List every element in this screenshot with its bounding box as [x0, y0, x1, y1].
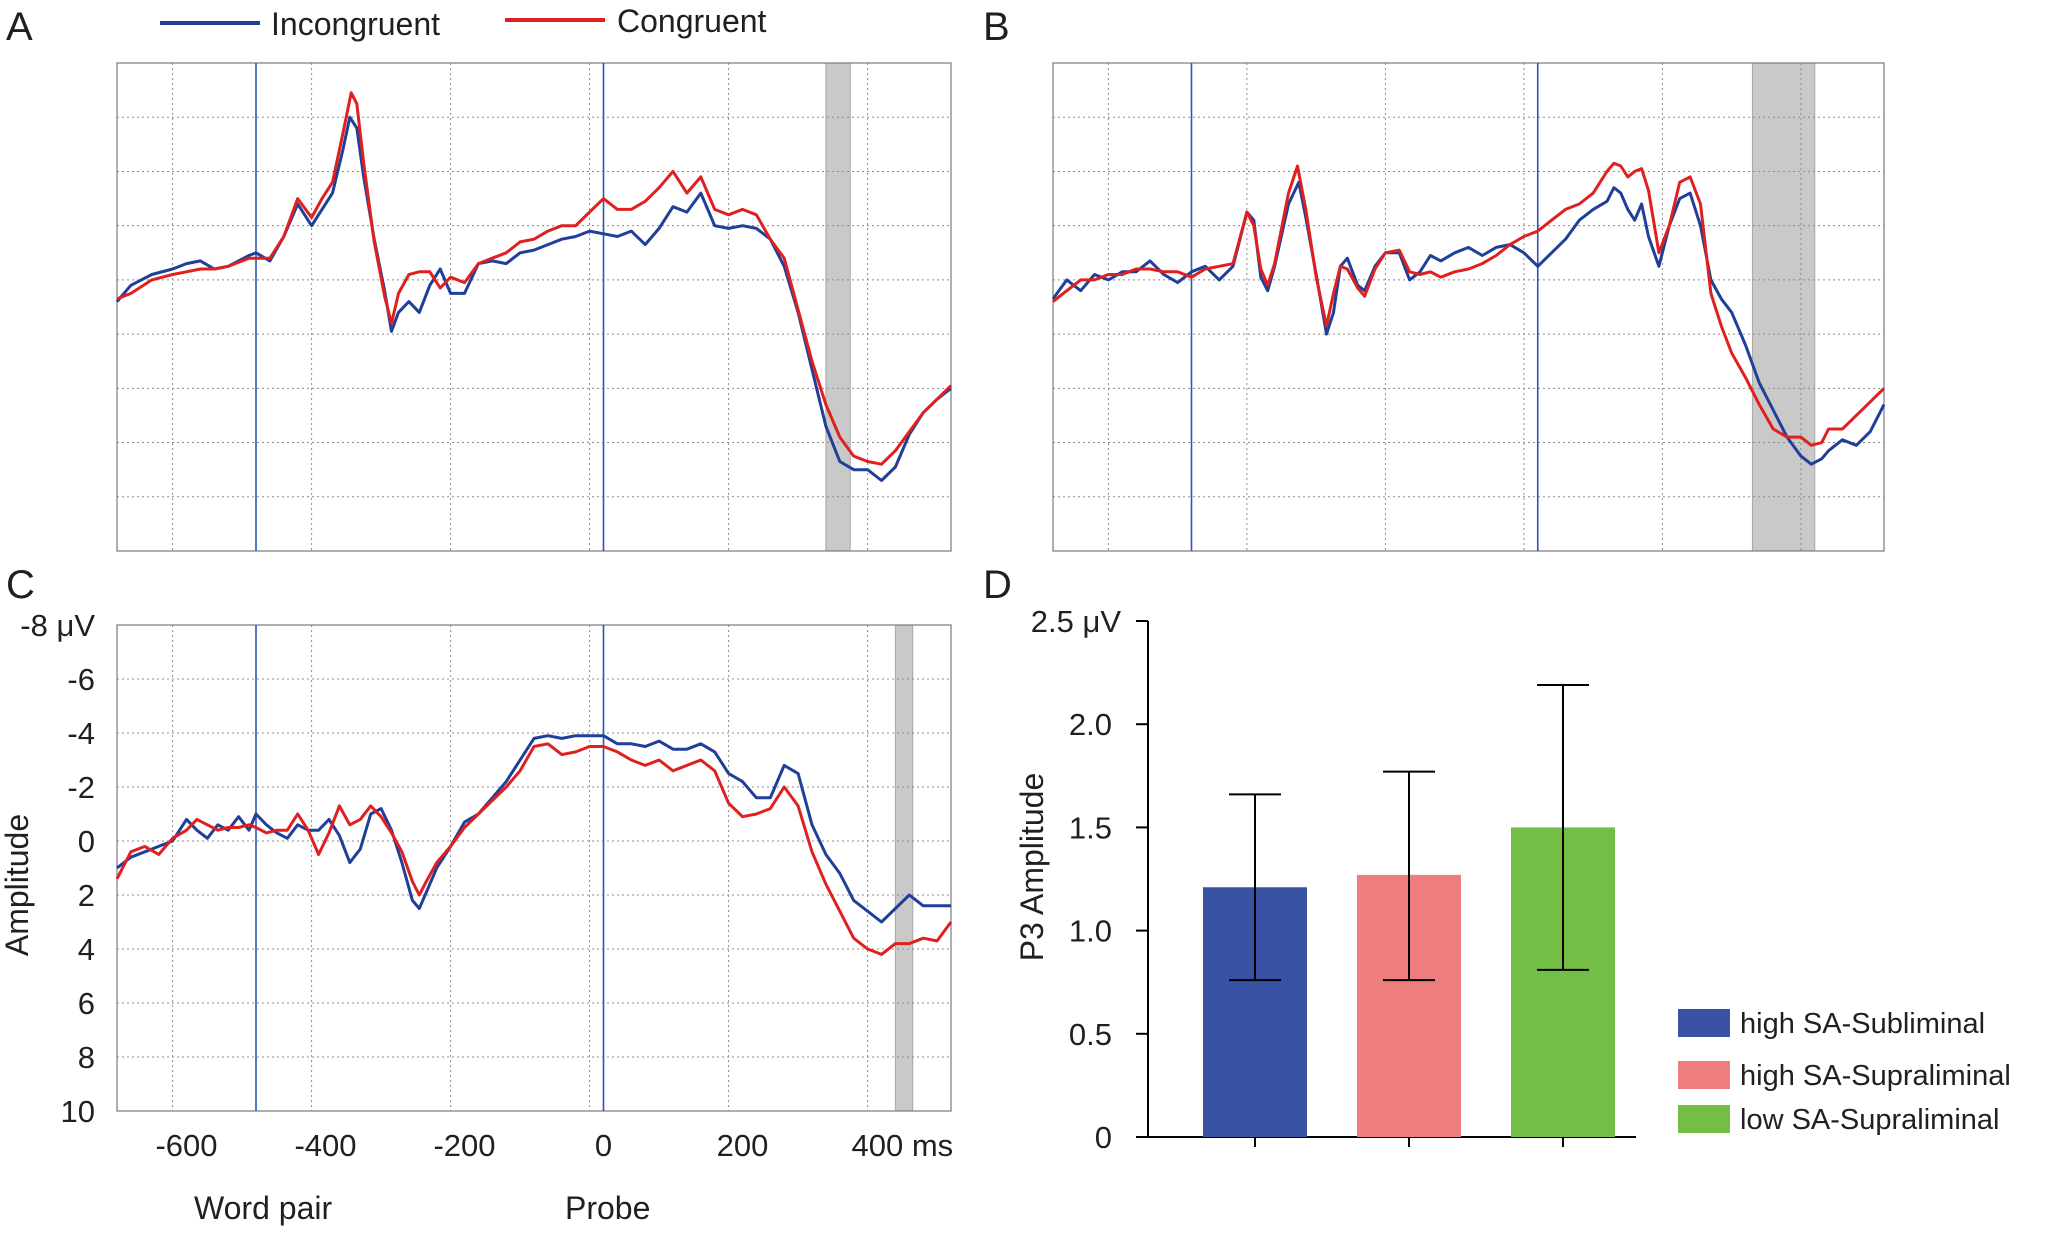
panel-c-erp-plot: -8 μV -6 -4 -2 0 2 4 6 8 10 -600 -400 -200 0 200 400 ms…	[0, 608, 953, 1226]
pc-xtick-label: 400 ms	[852, 1128, 954, 1163]
pc-xtick-label: 200	[717, 1128, 769, 1163]
pc-xtick-label: -200	[433, 1128, 495, 1163]
pc-ytick-label: -8 μV	[20, 608, 95, 643]
pd-legend-label-low-sa-supraliminal: low SA-Supraliminal	[1740, 1104, 2000, 1136]
pd-legend-swatch-low-sa-supraliminal	[1678, 1105, 1730, 1133]
pd-ytick-label: 0.5	[1069, 1017, 1112, 1052]
pc-shaded-window	[894, 624, 914, 1112]
panel-label-b: B	[983, 5, 1010, 49]
panel-a-erp-plot	[115, 62, 953, 552]
pd-ylabel: P3 Amplitude	[1014, 773, 1050, 962]
pc-ytick-label: -4	[67, 716, 95, 751]
top-legend: Incongruent Congruent	[160, 3, 767, 42]
pc-ytick-label: 4	[78, 932, 95, 967]
pc-xtick-label: -400	[294, 1128, 356, 1163]
pc-ytick-label: 10	[61, 1094, 95, 1129]
panel-d-bar-chart: 0 0.5 1.0 1.5 2.0 2.5 μV P3 Amplitude high SA-S…	[1014, 604, 2011, 1155]
pd-ytick-label: 0	[1095, 1120, 1112, 1155]
pc-frame	[116, 624, 952, 1112]
pc-ytick-label: 2	[78, 878, 95, 913]
legend-congruent-label: Congruent	[617, 3, 767, 39]
pd-legend-label-high-sa-subliminal: high SA-Subliminal	[1740, 1008, 1985, 1040]
legend-incongruent-label: Incongruent	[271, 6, 440, 42]
pd-ytick-label: 2.5 μV	[1031, 604, 1122, 639]
pd-legend-swatch-high-sa-subliminal	[1678, 1009, 1730, 1037]
pd-ytick-label: 2.0	[1069, 707, 1112, 742]
pb-series-incongruent	[1051, 180, 1886, 466]
pc-event-label-word-pair: Word pair	[194, 1190, 332, 1226]
panel-label-d: D	[983, 563, 1012, 607]
pb-series-congruent	[1052, 161, 1886, 447]
panel-label-a: A	[6, 5, 33, 49]
panel-b-erp-plot	[1051, 62, 1886, 552]
pa-series-congruent	[116, 91, 953, 466]
pc-series-congruent	[115, 742, 953, 956]
pd-errorbar-high-sa-supraliminal	[1383, 770, 1435, 982]
pc-event-label-probe: Probe	[565, 1190, 650, 1226]
pc-xtick-label: -600	[155, 1128, 217, 1163]
pd-legend-swatch-high-sa-supraliminal	[1678, 1061, 1730, 1089]
pc-ylabel: Amplitude	[0, 814, 35, 956]
pd-ytick-label: 1.5	[1069, 810, 1112, 845]
pc-xtick-label: 0	[595, 1128, 612, 1163]
pb-shaded-window	[1751, 62, 1816, 552]
pd-errorbar-high-sa-subliminal	[1229, 793, 1281, 982]
pb-frame	[1052, 62, 1885, 552]
panel-label-c: C	[6, 563, 35, 607]
pc-ytick-label: 6	[78, 986, 95, 1021]
pd-legend-label-high-sa-supraliminal: high SA-Supraliminal	[1740, 1060, 2011, 1092]
pa-shaded-window	[825, 62, 851, 552]
pc-series-incongruent	[116, 734, 951, 924]
pc-ytick-label: 8	[78, 1040, 95, 1075]
pa-frame	[116, 62, 952, 552]
pc-ytick-label: -6	[67, 662, 95, 697]
pc-ytick-label: 0	[78, 824, 95, 859]
pd-ytick-label: 1.0	[1069, 914, 1112, 949]
pd-errorbar-low-sa-supraliminal	[1537, 683, 1589, 971]
pc-ytick-label: -2	[67, 770, 95, 805]
